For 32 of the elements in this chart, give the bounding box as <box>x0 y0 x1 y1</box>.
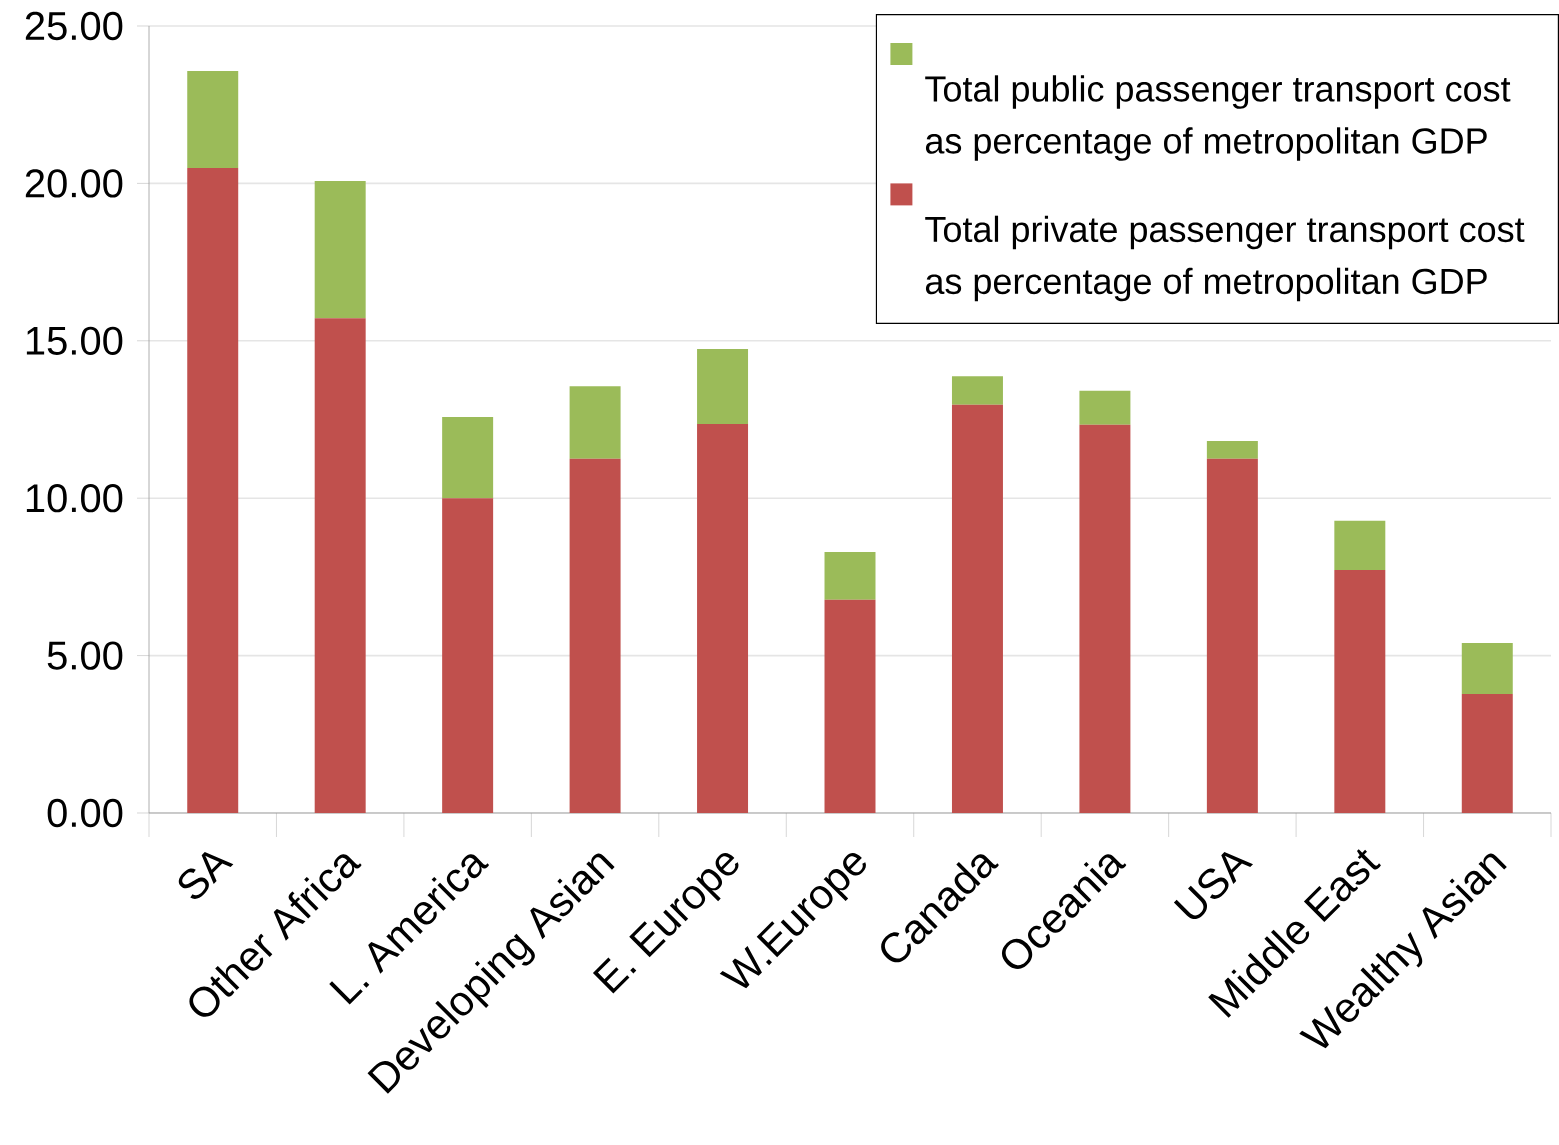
bar <box>1461 643 1513 694</box>
bar <box>951 404 1003 813</box>
bar <box>824 599 876 813</box>
bar <box>314 180 366 319</box>
bar <box>951 376 1003 405</box>
bar <box>442 498 494 813</box>
bar <box>824 552 876 600</box>
bar <box>569 386 621 459</box>
bar <box>1206 440 1258 459</box>
x-tick-label: USA <box>1173 852 1254 919</box>
x-tick-label: SA <box>178 852 234 899</box>
y-tick-label: 15.00 <box>26 326 123 355</box>
bar <box>1079 424 1131 813</box>
y-tick-label: 20.00 <box>25 169 123 198</box>
bar <box>1461 694 1513 813</box>
legend-label: Total public passenger transport cost as percentage of metropolitan GDP <box>925 75 1511 161</box>
bar <box>569 458 621 813</box>
y-tick-label: 5.00 <box>47 641 123 670</box>
y-tick-label: 0.00 <box>47 798 123 828</box>
y-tick-label: 10.00 <box>26 484 123 513</box>
bar <box>1079 390 1131 425</box>
bar <box>187 167 239 813</box>
bar <box>697 423 749 813</box>
bar <box>314 318 366 813</box>
bar <box>1334 520 1386 570</box>
bar <box>697 348 749 424</box>
bar <box>1206 458 1258 813</box>
bar <box>187 71 239 168</box>
legend-label: Total private passenger transport cost as percentage of metropolitan GDP <box>925 215 1525 302</box>
y-tick-label: 25.00 <box>25 11 123 41</box>
bar <box>442 416 494 499</box>
bar <box>1334 569 1386 813</box>
